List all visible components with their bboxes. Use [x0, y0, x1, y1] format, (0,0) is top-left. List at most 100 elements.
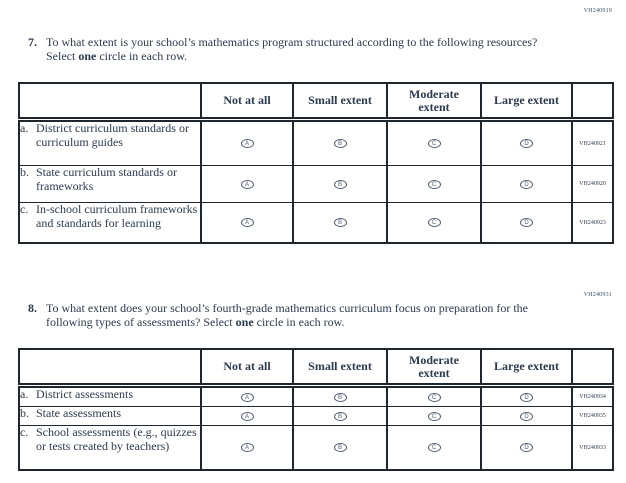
- option-cell-not-at-all[interactable]: A: [200, 385, 294, 407]
- header-small-extent: Small extent: [292, 348, 388, 388]
- question-8-number: 8.: [28, 301, 37, 315]
- answer-bubble-b[interactable]: B: [333, 392, 347, 402]
- option-cell-not-at-all[interactable]: A: [200, 425, 294, 471]
- answer-bubble-c[interactable]: C: [427, 443, 441, 453]
- option-cell-moderate-extent[interactable]: C: [386, 119, 482, 166]
- question-7-text-prefix: To what extent is your school’s mathemat…: [46, 35, 538, 63]
- answer-bubble-d[interactable]: D: [520, 179, 533, 189]
- option-cell-moderate-extent[interactable]: C: [386, 425, 482, 471]
- row-label: District curriculum standards or curricu…: [36, 121, 189, 149]
- row-letter: b.: [20, 406, 29, 420]
- question-7-text-suffix: circle in each row.: [96, 48, 188, 63]
- answer-bubble-d[interactable]: D: [520, 443, 533, 453]
- answer-bubble-c[interactable]: C: [427, 218, 441, 228]
- question-7-number: 7.: [28, 35, 37, 49]
- row-letter: a.: [20, 121, 29, 135]
- answer-bubble-d[interactable]: D: [520, 139, 533, 149]
- row-label-cell: b. State assessments: [18, 406, 202, 426]
- table-header-row: Not at all Small extent Moderate extent …: [18, 348, 614, 388]
- answer-bubble-a[interactable]: A: [240, 139, 254, 149]
- option-cell-large-extent[interactable]: D: [480, 425, 573, 471]
- option-cell-large-extent[interactable]: D: [480, 385, 573, 407]
- question-7-text: To what extent is your school’s mathemat…: [46, 35, 553, 63]
- table-row: b. State assessments A B C D VH240935: [18, 406, 614, 426]
- option-cell-large-extent[interactable]: D: [480, 119, 573, 166]
- answer-bubble-a[interactable]: A: [240, 179, 254, 189]
- row-accession-code: VH240923: [571, 202, 614, 244]
- option-cell-moderate-extent[interactable]: C: [386, 385, 482, 407]
- header-not-at-all: Not at all: [200, 82, 294, 122]
- question-8-accession-code: VH240931: [583, 292, 612, 298]
- answer-bubble-c[interactable]: C: [427, 392, 441, 402]
- header-moderate-extent: Moderate extent: [386, 82, 482, 122]
- option-cell-large-extent[interactable]: D: [480, 406, 573, 426]
- row-letter: b.: [20, 165, 29, 179]
- table-row: a. District assessments A B C D VH240934: [18, 385, 614, 407]
- header-code-blank: [571, 348, 614, 388]
- table-header-row: Not at all Small extent Moderate extent …: [18, 82, 614, 122]
- option-cell-large-extent[interactable]: D: [480, 165, 573, 203]
- question-7-response-table: Not at all Small extent Moderate extent …: [18, 82, 614, 244]
- option-cell-moderate-extent[interactable]: C: [386, 202, 482, 244]
- option-cell-large-extent[interactable]: D: [480, 202, 573, 244]
- question-8-text: To what extent does your school’s fourth…: [46, 301, 553, 329]
- question-8-text-prefix: To what extent does your school’s fourth…: [46, 301, 529, 329]
- row-label-cell: c. School assessments (e.g., quizzes or t…: [18, 425, 202, 471]
- answer-bubble-a[interactable]: A: [240, 411, 254, 421]
- answer-bubble-c[interactable]: C: [427, 411, 441, 421]
- row-accession-code: VH240920: [571, 165, 614, 203]
- question-8-text-bold: one: [235, 314, 254, 329]
- row-letter: c.: [20, 202, 29, 216]
- answer-bubble-a[interactable]: A: [240, 218, 254, 228]
- row-accession-code: VH240933: [571, 425, 614, 471]
- table-row: b. State curriculum standards or framewor…: [18, 165, 614, 203]
- table-row: a. District curriculum standards or curri…: [18, 119, 614, 166]
- option-cell-not-at-all[interactable]: A: [200, 119, 294, 166]
- option-cell-small-extent[interactable]: B: [292, 165, 388, 203]
- option-cell-moderate-extent[interactable]: C: [386, 406, 482, 426]
- question-8-text-suffix: circle in each row.: [253, 314, 345, 329]
- answer-bubble-a[interactable]: A: [240, 392, 254, 402]
- header-blank: [18, 348, 202, 388]
- answer-bubble-b[interactable]: B: [333, 218, 347, 228]
- row-letter: c.: [20, 425, 29, 439]
- answer-bubble-b[interactable]: B: [333, 139, 347, 149]
- row-label: State curriculum standards or frameworks: [36, 165, 177, 193]
- option-cell-small-extent[interactable]: B: [292, 119, 388, 166]
- option-cell-small-extent[interactable]: B: [292, 406, 388, 426]
- answer-bubble-d[interactable]: D: [520, 392, 533, 402]
- header-small-extent: Small extent: [292, 82, 388, 122]
- row-accession-code: VH240921: [571, 119, 614, 166]
- question-7-text-bold: one: [78, 48, 97, 63]
- option-cell-small-extent[interactable]: B: [292, 385, 388, 407]
- header-code-blank: [571, 82, 614, 122]
- answer-bubble-b[interactable]: B: [333, 179, 347, 189]
- answer-bubble-b[interactable]: B: [333, 443, 347, 453]
- question-8: 8. To what extent does your school’s fou…: [28, 301, 553, 329]
- row-label-cell: a. District curriculum standards or curri…: [18, 119, 202, 166]
- answer-bubble-b[interactable]: B: [333, 411, 347, 421]
- header-large-extent: Large extent: [480, 348, 573, 388]
- option-cell-not-at-all[interactable]: A: [200, 165, 294, 203]
- row-label: State assessments: [36, 406, 121, 420]
- row-accession-code: VH240934: [571, 385, 614, 407]
- row-label-cell: c. In-school curriculum frameworks and st…: [18, 202, 202, 244]
- option-cell-moderate-extent[interactable]: C: [386, 165, 482, 203]
- row-label: In-school curriculum frameworks and stan…: [36, 202, 198, 230]
- option-cell-small-extent[interactable]: B: [292, 202, 388, 244]
- answer-bubble-a[interactable]: A: [240, 443, 254, 453]
- answer-bubble-d[interactable]: D: [520, 218, 533, 228]
- row-label-cell: a. District assessments: [18, 385, 202, 407]
- option-cell-small-extent[interactable]: B: [292, 425, 388, 471]
- row-accession-code: VH240935: [571, 406, 614, 426]
- option-cell-not-at-all[interactable]: A: [200, 406, 294, 426]
- question-7: 7. To what extent is your school’s mathe…: [28, 35, 553, 63]
- answer-bubble-c[interactable]: C: [427, 139, 441, 149]
- option-cell-not-at-all[interactable]: A: [200, 202, 294, 244]
- row-label: School assessments (e.g., quizzes or tes…: [36, 425, 197, 453]
- header-large-extent: Large extent: [480, 82, 573, 122]
- answer-bubble-d[interactable]: D: [520, 411, 533, 421]
- question-8-response-table: Not at all Small extent Moderate extent …: [18, 348, 614, 471]
- row-letter: a.: [20, 387, 29, 401]
- answer-bubble-c[interactable]: C: [427, 179, 441, 189]
